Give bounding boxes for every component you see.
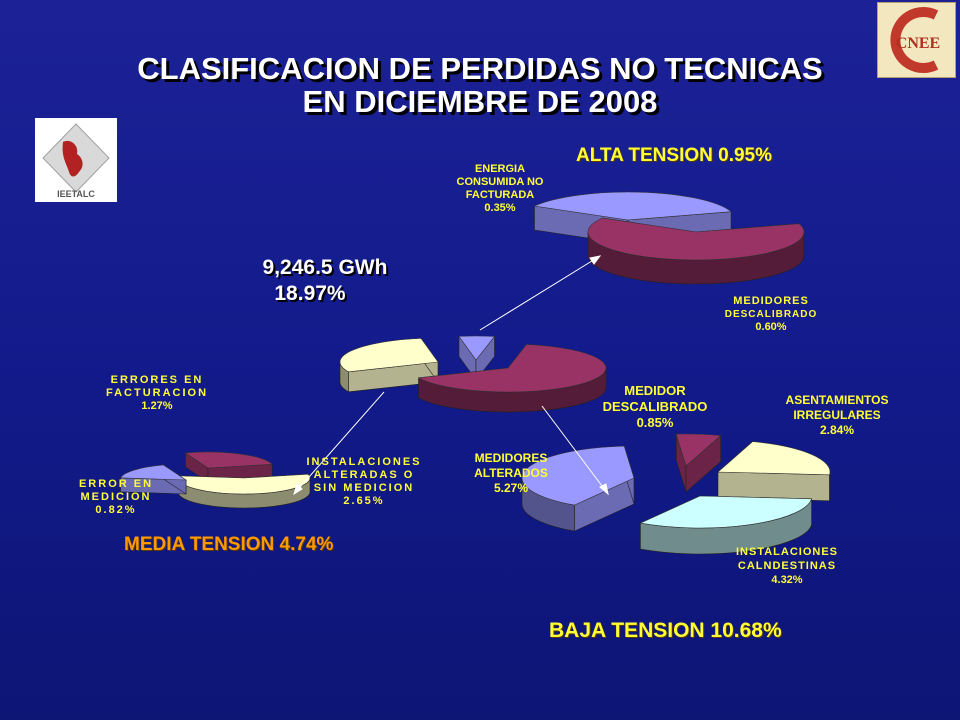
label-energia-no-facturada: ENERGIA CONSUMIDA NO FACTURADA 0.35% — [456, 163, 544, 214]
label-medidores-descalibrado-alta: MEDIDORES DESCALIBRADO 0.60% — [724, 295, 818, 333]
label-instalaciones-alteradas: INSTALACIONES ALTERADAS O SIN MEDICION 2… — [306, 456, 422, 507]
left-logo-text: IEETALC — [57, 189, 95, 199]
title-line-1: CLASIFICACION DE PERDIDAS NO TECNICAS — [137, 51, 823, 86]
arrow-to-alta — [479, 255, 601, 331]
title-line-2: EN DICIEMBRE DE 2008 — [302, 84, 658, 119]
slice-baja-0 — [675, 433, 722, 493]
slice-alta-1-top — [587, 217, 805, 261]
label-medidores-alterados: MEDIDORES ALTERADOS 5.27% — [474, 451, 548, 495]
pie-alta — [533, 191, 805, 285]
total-energy: 9,246.5 GWh — [262, 256, 388, 279]
connector-arrows — [293, 255, 609, 496]
slice-total-2-top — [339, 338, 439, 373]
slice-total-1 — [417, 343, 607, 413]
slice-baja-1-top — [717, 441, 831, 476]
ieetalc-logo: IEETALC — [35, 118, 117, 202]
total-label: 9,246.5 GWh 18.97% — [230, 255, 420, 307]
slice-baja-0-top — [675, 433, 722, 467]
label-asentamientos-irregulares: ASENTAMIENTOS IRREGULARES 2.84% — [785, 393, 889, 437]
page-title: CLASIFICACION DE PERDIDAS NO TECNICAS EN… — [60, 52, 900, 118]
pie-baja — [521, 433, 831, 555]
slice-media-0-top — [184, 451, 273, 469]
total-percent: 18.97% — [274, 282, 346, 305]
slice-alta-1 — [587, 217, 805, 285]
right-logo-text: CNEE — [896, 35, 940, 52]
pie-media — [120, 451, 311, 509]
slice-baja-1-radial-wall — [717, 471, 830, 502]
cnee-logo: CNEE — [877, 2, 956, 78]
slice-baja-2-top — [639, 495, 812, 529]
heading-baja-tension: BAJA TENSION 10.68% — [549, 619, 782, 642]
slice-total-1-top — [417, 344, 607, 393]
slice-media-2 — [120, 464, 188, 495]
slice-alta-0-top — [533, 191, 732, 221]
slice-total-0-top — [458, 335, 496, 361]
slice-total-2 — [339, 337, 439, 393]
label-medidor-descalibrado-baja: MEDIDOR DESCALIBRADO 0.85% — [602, 383, 708, 430]
pie-charts — [120, 191, 831, 555]
arrow-to-baja — [541, 405, 609, 495]
label-error-medicion: ERROR EN MEDICION 0.82% — [78, 478, 154, 516]
arrow-head-media — [293, 483, 303, 496]
label-instalaciones-clandestinas: INSTALACIONES CALNDESTINAS 4.32% — [735, 546, 839, 586]
heading-media-tension: MEDIA TENSION 4.74% — [124, 534, 334, 555]
slice-media-1 — [177, 473, 311, 509]
arrow-head-alta — [589, 255, 602, 265]
slice-media-2-top — [120, 464, 188, 481]
slice-baja-1 — [717, 440, 831, 502]
label-errores-facturacion: ERRORES EN FACTURACION 1.27% — [105, 374, 209, 412]
heading-alta-tension: ALTA TENSION 0.95% — [576, 145, 773, 166]
arrow-to-media — [293, 391, 385, 495]
slice-total-0 — [458, 335, 496, 381]
pie-total — [339, 335, 607, 413]
arrow-head-baja — [599, 483, 609, 496]
slice-baja-2 — [639, 495, 812, 555]
